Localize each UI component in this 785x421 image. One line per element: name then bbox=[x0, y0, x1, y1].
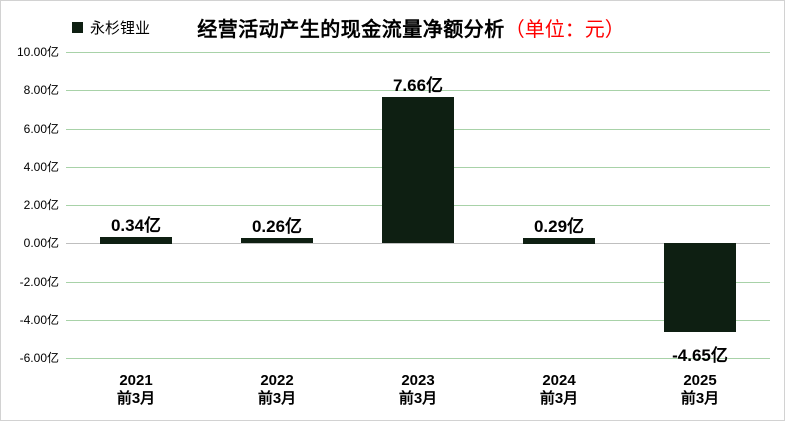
category-year: 2023 bbox=[401, 372, 435, 389]
category-year: 2025 bbox=[683, 372, 717, 389]
y-axis-tick-label: 4.00亿 bbox=[23, 160, 59, 174]
x-axis-category-label: 2023 前3月 bbox=[348, 372, 488, 408]
y-axis-tick-label: -2.00亿 bbox=[19, 275, 59, 289]
x-axis-category-label: 2021 前3月 bbox=[66, 372, 206, 408]
gridline bbox=[66, 320, 770, 321]
bar-value-label: 0.29亿 bbox=[533, 217, 585, 236]
category-period: 前3月 bbox=[680, 390, 720, 407]
y-axis-tick-label: -6.00亿 bbox=[19, 351, 59, 365]
category-period: 前3月 bbox=[116, 390, 156, 407]
y-axis-tick-label: 8.00亿 bbox=[23, 83, 59, 97]
bar-2025 bbox=[664, 243, 736, 332]
y-axis-tick-label: 2.00亿 bbox=[23, 198, 59, 212]
x-axis-category-label: 2025 前3月 bbox=[630, 372, 770, 408]
chart-title-unit: （单位：元） bbox=[504, 19, 625, 41]
bar-2024 bbox=[523, 238, 595, 244]
chart-title-text: 经营活动产生的现金流量净额分析 bbox=[197, 19, 505, 41]
gridline bbox=[66, 282, 770, 283]
x-axis-zero-line bbox=[66, 243, 770, 244]
bar-2023 bbox=[382, 97, 454, 243]
legend-swatch-icon bbox=[72, 22, 83, 33]
legend: 永杉锂业 bbox=[72, 17, 150, 38]
bar-value-label: 0.34亿 bbox=[110, 216, 162, 235]
gridline bbox=[66, 52, 770, 53]
bar-2022 bbox=[241, 238, 313, 243]
gridline bbox=[66, 90, 770, 91]
y-axis-tick-label: 10.00亿 bbox=[16, 45, 59, 59]
bar-2021 bbox=[100, 237, 172, 244]
category-period: 前3月 bbox=[539, 390, 579, 407]
category-period: 前3月 bbox=[257, 390, 297, 407]
bar-value-label: 7.66亿 bbox=[392, 76, 444, 95]
legend-label: 永杉锂业 bbox=[90, 20, 151, 37]
category-year: 2022 bbox=[260, 372, 294, 389]
y-axis-tick-label: -4.00亿 bbox=[19, 313, 59, 327]
x-axis-category-label: 2024 前3月 bbox=[489, 372, 629, 408]
category-year: 2024 bbox=[542, 372, 576, 389]
gridline bbox=[66, 358, 770, 359]
chart-title: 经营活动产生的现金流量净额分析（单位：元） bbox=[38, 13, 784, 42]
category-year: 2021 bbox=[119, 372, 153, 389]
bar-value-label: -4.65亿 bbox=[672, 346, 728, 365]
x-axis-category-label: 2022 前3月 bbox=[207, 372, 347, 408]
category-period: 前3月 bbox=[398, 390, 438, 407]
bar-value-label: 0.26亿 bbox=[251, 217, 303, 236]
y-axis-tick-label: 0.00亿 bbox=[23, 236, 59, 250]
y-axis-tick-label: 6.00亿 bbox=[23, 122, 59, 136]
